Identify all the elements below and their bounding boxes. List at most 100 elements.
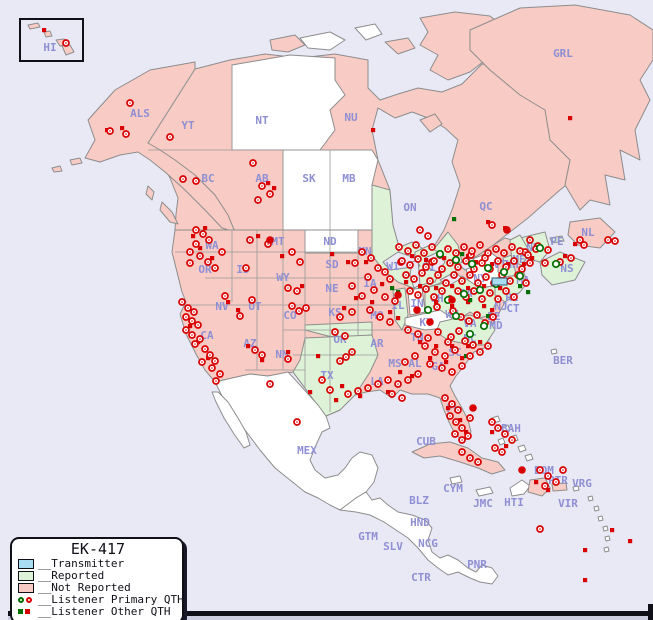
- listener-other-marker: [583, 578, 588, 583]
- listener-primary-marker-dot: [544, 262, 546, 264]
- listener-primary-marker-dot: [539, 469, 541, 471]
- hawaii-inset: [19, 18, 84, 62]
- listener-primary-marker-dot: [187, 307, 189, 309]
- listener-other-marker: [530, 256, 535, 261]
- listener-primary-marker-dot: [369, 309, 371, 311]
- listener-primary-marker-dot: [434, 351, 436, 353]
- listener-primary-marker-dot: [195, 180, 197, 182]
- listener-primary-marker-dot: [497, 298, 499, 300]
- listener-primary-marker-green: [451, 311, 461, 321]
- listener-other-marker: [340, 384, 345, 389]
- listener-other-marker: [396, 316, 401, 321]
- region-label-mt: MT: [271, 235, 285, 248]
- listener-primary-marker-dot: [513, 260, 515, 262]
- listener-other-marker: [464, 430, 469, 435]
- region-label-jmc: JMC: [473, 497, 493, 510]
- listener-other-marker: [404, 280, 409, 285]
- listener-primary-marker-dot: [436, 306, 438, 308]
- listener-other-marker: [434, 286, 439, 291]
- region-label-wy: WY: [276, 271, 290, 284]
- listener-other-marker: [316, 354, 321, 359]
- listener-primary-marker-dot: [189, 251, 191, 253]
- listener-primary-marker-dot: [491, 421, 493, 423]
- bermuda: [550, 348, 558, 355]
- listener-primary-marker-dot: [614, 240, 616, 242]
- listener-primary-marker-dot: [351, 351, 353, 353]
- listener-other-marker: [410, 374, 415, 379]
- listener-primary-marker-dot: [361, 295, 363, 297]
- listener-other-marker: [442, 256, 447, 261]
- listener-primary-marker-dot: [261, 185, 263, 187]
- listener-primary-marker-dot: [351, 285, 353, 287]
- listener-other-marker: [346, 260, 351, 265]
- listener-other-marker: [424, 258, 429, 263]
- listener-other-marker: [388, 310, 393, 315]
- listener-primary-marker-dot: [544, 485, 546, 487]
- listener-primary-marker-dot: [463, 246, 465, 248]
- listener-other-marker: [444, 360, 449, 365]
- listener-primary-marker-dot: [455, 421, 457, 423]
- region-label-mb: MB: [342, 172, 356, 185]
- region-pe: [549, 235, 565, 244]
- listener-primary-marker-dot: [472, 344, 474, 346]
- listener-primary-marker-dot: [579, 239, 581, 241]
- listener-primary-marker-dot: [125, 133, 127, 135]
- listener-primary-marker-dot: [539, 528, 541, 530]
- listener-other-marker: [458, 418, 463, 423]
- listener-other-marker: [410, 254, 415, 259]
- listener-primary-marker-dot: [451, 371, 453, 373]
- listener-primary-marker-green: [535, 243, 545, 253]
- listener-primary-marker-dot: [421, 272, 423, 274]
- listener-other-marker: [466, 286, 471, 291]
- legend-row-reported: __Reported: [18, 570, 178, 581]
- region-label-vir: VIR: [558, 497, 578, 510]
- listener-marker-large: [469, 404, 477, 412]
- listener-other-marker-green: [460, 252, 465, 257]
- listener-primary-marker-dot: [437, 274, 439, 276]
- listener-primary-marker-dot: [252, 162, 254, 164]
- listener-primary-marker-dot: [445, 282, 447, 284]
- listener-primary-marker-dot: [427, 337, 429, 339]
- listener-primary-marker-dot: [269, 193, 271, 195]
- listener-primary-marker-dot: [129, 102, 131, 104]
- listener-primary-marker-dot: [269, 383, 271, 385]
- listener-primary-marker-dot: [457, 290, 459, 292]
- listener-other-marker-green: [526, 290, 531, 295]
- region-label-ber: BER: [553, 354, 573, 367]
- listener-other-marker: [358, 394, 363, 399]
- region-baja: [211, 391, 251, 449]
- region-label-grl: GRL: [553, 47, 573, 60]
- listener-primary-marker-green: [423, 305, 433, 315]
- listener-primary-marker-green: [515, 271, 525, 281]
- region-mexico: [214, 371, 379, 511]
- listener-primary-marker-dot: [339, 360, 341, 362]
- listener-other-marker: [342, 306, 347, 311]
- listener-primary-marker-dot: [407, 329, 409, 331]
- region-label-co: CO: [283, 309, 297, 322]
- listener-primary-marker-dot: [555, 481, 557, 483]
- listener-primary-marker-dot: [370, 257, 372, 259]
- listener-primary-marker-dot: [194, 343, 196, 345]
- listener-other-marker-green: [518, 284, 523, 289]
- listener-primary-marker-dot: [484, 257, 486, 259]
- listener-other-marker: [188, 324, 193, 329]
- listener-primary-marker-dot: [469, 457, 471, 459]
- listener-marker-large: [448, 296, 456, 304]
- listener-primary-marker-dot: [299, 261, 301, 263]
- listener-marker-large: [394, 291, 402, 299]
- listener-primary-marker-dot: [384, 296, 386, 298]
- listener-primary-marker-dot: [427, 235, 429, 237]
- listener-primary-marker-dot: [562, 469, 564, 471]
- listener-primary-marker-dot: [296, 421, 298, 423]
- listener-primary-marker-dot: [505, 290, 507, 292]
- listener-primary-marker-green: [475, 285, 485, 295]
- window-right-border: [648, 604, 653, 620]
- listener-primary-marker-dot: [504, 433, 506, 435]
- listener-other-marker: [236, 308, 241, 313]
- listener-other-marker: [450, 284, 455, 289]
- listener-other-marker: [460, 356, 465, 361]
- listener-primary-marker-dot: [377, 383, 379, 385]
- listener-other-marker: [610, 528, 615, 533]
- listener-other-marker: [280, 254, 285, 259]
